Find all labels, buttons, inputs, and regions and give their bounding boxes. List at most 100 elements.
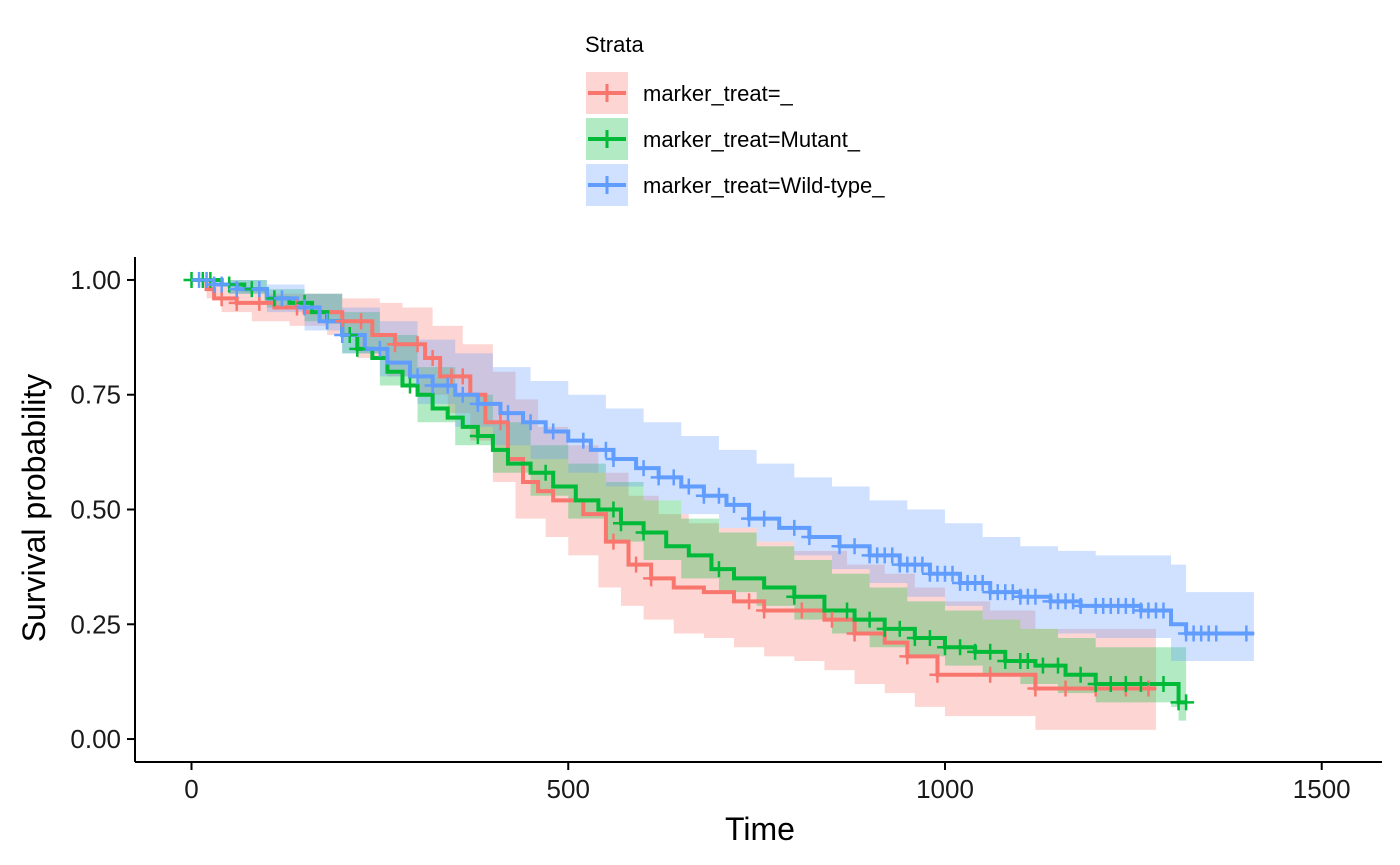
censor-mark: [635, 460, 652, 477]
censor-mark: [273, 290, 290, 307]
censor-marks: [183, 271, 1255, 711]
censor-mark: [680, 478, 697, 495]
censor-mark: [831, 538, 848, 555]
censor-mark: [1034, 657, 1051, 674]
censor-mark: [454, 368, 471, 385]
censor-mark: [409, 368, 426, 385]
censor-mark: [1027, 588, 1044, 605]
censor-mark: [921, 630, 938, 647]
censor-mark: [1155, 602, 1172, 619]
censor-mark: [605, 501, 622, 518]
censor-mark: [891, 620, 908, 637]
censor-mark: [334, 327, 351, 344]
censor-mark: [424, 377, 441, 394]
y-axis-title: Survival probability: [16, 374, 52, 643]
censor-mark: [846, 538, 863, 555]
censor-mark: [944, 565, 961, 582]
censor-mark: [469, 428, 486, 445]
censor-mark: [228, 294, 245, 311]
censor-mark: [906, 630, 923, 647]
censor-mark: [839, 602, 856, 619]
censor-mark: [353, 313, 370, 330]
censor-mark: [1019, 653, 1036, 669]
censor-mark: [1178, 694, 1195, 711]
legend-label: marker_treat=_: [643, 81, 794, 106]
y-tick-label: 0.00: [70, 724, 121, 754]
censor-mark: [439, 377, 456, 394]
censor-mark: [756, 602, 773, 619]
x-axis-title: Time: [725, 811, 795, 847]
legend: Strata marker_treat=_ marker_treat=Mutant…: [585, 32, 885, 206]
censor-mark: [386, 336, 403, 353]
y-tick-label: 0.75: [70, 380, 121, 410]
censor-mark: [1050, 657, 1067, 674]
legend-title: Strata: [585, 32, 644, 57]
confidence-bands: [191, 279, 1254, 730]
censor-mark: [251, 294, 268, 311]
censor-mark: [695, 487, 712, 504]
x-axis: 0 500 1000 1500 Time: [135, 761, 1382, 847]
censor-mark: [710, 487, 727, 504]
censor-mark: [997, 653, 1014, 669]
censor-mark: [612, 515, 629, 532]
censor-mark: [786, 519, 803, 536]
censor-mark: [936, 639, 953, 656]
censor-mark: [409, 336, 426, 353]
censor-mark: [1238, 625, 1255, 642]
censor-mark: [1087, 675, 1104, 692]
censor-mark: [650, 469, 667, 486]
censor-mark: [1057, 680, 1074, 697]
censor-mark: [545, 423, 562, 440]
censor-mark: [424, 350, 441, 366]
censor-mark: [537, 464, 554, 481]
x-tick-label: 0: [184, 774, 198, 804]
ci-band-1: [191, 279, 1187, 721]
censor-mark: [296, 299, 313, 316]
censor-mark: [899, 648, 916, 665]
legend-label: marker_treat=Mutant_: [643, 127, 861, 152]
x-tick-label: 500: [547, 774, 590, 804]
censor-mark: [665, 469, 682, 486]
censor-mark: [756, 510, 773, 527]
censor-mark: [597, 441, 614, 458]
legend-label: marker_treat=Wild-type_: [643, 173, 885, 198]
legend-item: marker_treat=_: [586, 72, 794, 114]
y-tick-label: 0.25: [70, 609, 121, 639]
censor-mark: [1208, 625, 1225, 642]
plot-area: [183, 271, 1255, 730]
censor-mark: [213, 290, 230, 307]
legend-item: marker_treat=Mutant_: [586, 118, 861, 160]
censor-mark: [1117, 675, 1134, 692]
censor-mark: [213, 276, 230, 293]
y-axis: 0.00 0.25 0.50 0.75 1.00 Survival probabilit…: [16, 257, 136, 762]
censor-mark: [402, 377, 419, 394]
censor-mark: [319, 313, 336, 330]
censor-mark: [786, 588, 803, 605]
censor-mark: [605, 451, 622, 467]
censor-mark: [522, 414, 539, 431]
censor-mark: [914, 556, 931, 573]
censor-mark: [628, 556, 645, 573]
censor-mark: [1155, 675, 1172, 692]
censor-mark: [1072, 597, 1089, 614]
y-tick-label: 1.00: [70, 265, 121, 295]
censor-mark: [499, 405, 516, 422]
legend-item: marker_treat=Wild-type_: [586, 164, 885, 206]
censor-mark: [575, 432, 592, 449]
censor-mark: [454, 386, 471, 403]
censor-mark: [334, 313, 351, 330]
censor-mark: [823, 611, 840, 628]
censor-mark: [349, 340, 366, 357]
censor-mark: [952, 639, 969, 656]
censor-mark: [1132, 675, 1149, 692]
censor-mark: [1072, 666, 1089, 683]
censor-mark: [251, 281, 268, 298]
x-tick-label: 1000: [916, 774, 974, 804]
censor-mark: [929, 666, 946, 683]
censor-mark: [974, 574, 991, 591]
censor-mark: [726, 496, 743, 513]
y-tick-label: 0.50: [70, 495, 121, 525]
censor-mark: [741, 593, 758, 610]
censor-mark: [876, 620, 893, 637]
